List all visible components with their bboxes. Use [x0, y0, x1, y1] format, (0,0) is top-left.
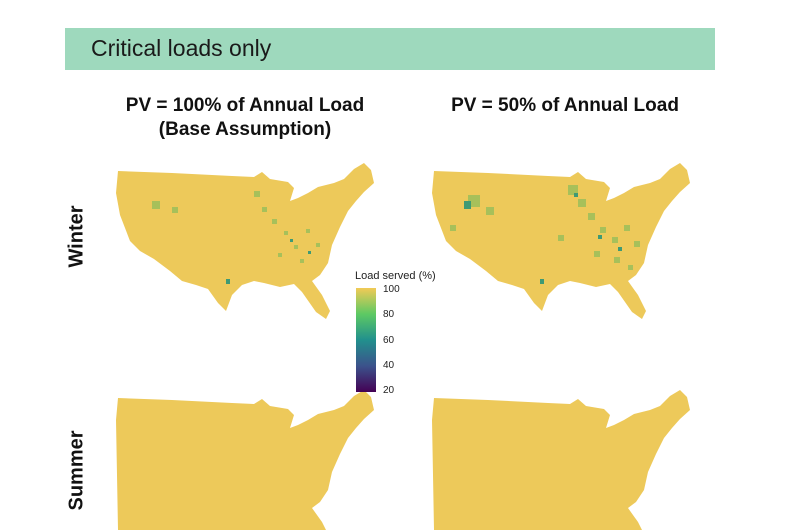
header-banner: Critical loads only [65, 28, 715, 70]
row-label-winter: Winter [65, 205, 88, 268]
column-subtitle-line: (Base Assumption) [158, 119, 332, 140]
map-winter-pv-100 [116, 163, 374, 319]
column-title-pv-50: PV = 50% of Annual Load [420, 94, 710, 118]
legend-tick: 60 [383, 335, 395, 346]
column-title-pv-100: PV = 100% of Annual Load (Base Assumptio… [95, 94, 395, 142]
legend-tick: 100 [383, 284, 400, 295]
map-winter-pv-50 [432, 163, 690, 319]
us-outline [116, 390, 374, 530]
legend-color-bar [356, 288, 376, 392]
us-outline [116, 163, 374, 319]
column-title-line: PV = 100% of Annual Load [125, 95, 365, 116]
map-summer-pv-50 [432, 390, 690, 530]
low-load-counties [450, 185, 640, 270]
map-summer-pv-100 [116, 390, 374, 530]
us-outline [432, 390, 690, 530]
page-title: Critical loads only [91, 35, 272, 61]
lowest-load-counties [226, 239, 311, 284]
row-label-summer: Summer [65, 430, 88, 511]
legend-tick: 80 [383, 309, 395, 320]
lowest-load-counties [464, 193, 622, 284]
low-load-counties [152, 191, 320, 263]
legend-tick: 20 [383, 385, 395, 396]
column-title-line: PV = 50% of Annual Load [451, 95, 679, 116]
legend-title: Load served (%) [355, 270, 436, 282]
legend-tick: 40 [383, 360, 395, 371]
